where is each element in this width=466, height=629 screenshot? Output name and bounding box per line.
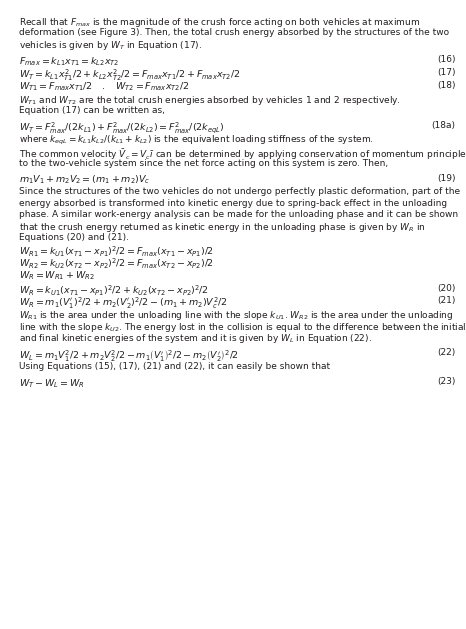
Text: (18): (18) <box>437 81 456 89</box>
Text: line with the slope $k_{U2}$. The energy lost in the collision is equal to the d: line with the slope $k_{U2}$. The energy… <box>19 321 466 334</box>
Text: phase. A similar work-energy analysis can be made for the unloading phase and it: phase. A similar work-energy analysis ca… <box>19 210 458 219</box>
Text: (23): (23) <box>438 377 456 386</box>
Text: $W_T = F_{max}^{2}/(2k_{L1}) + F_{max}^{2}/(2k_{L2}) = F_{max}^{2}/(2k_{eqL})$: $W_T = F_{max}^{2}/(2k_{L1}) + F_{max}^{… <box>19 121 224 135</box>
Text: The common velocity $\bar{V}_c = V_c\bar{\imath}$ can be determined by applying : The common velocity $\bar{V}_c = V_c\bar… <box>19 147 466 162</box>
Text: Since the structures of the two vehicles do not undergo perfectly plastic deform: Since the structures of the two vehicles… <box>19 187 460 196</box>
Text: Recall that $F_{max}$ is the magnitude of the crush force acting on both vehicle: Recall that $F_{max}$ is the magnitude o… <box>19 16 420 30</box>
Text: to the two-vehicle system since the net force acting on this system is zero. The: to the two-vehicle system since the net … <box>19 159 388 167</box>
Text: Equation (17) can be written as,: Equation (17) can be written as, <box>19 106 164 114</box>
Text: $W_R = W_{R1} + W_{R2}$: $W_R = W_{R1} + W_{R2}$ <box>19 269 94 282</box>
Text: $W_{T1} = F_{max}x_{T1}/2 \quad . \quad W_{T2} = F_{max}x_{T2}/2$: $W_{T1} = F_{max}x_{T1}/2 \quad . \quad … <box>19 81 189 93</box>
Text: $W_T - W_L = W_R$: $W_T - W_L = W_R$ <box>19 377 84 390</box>
Text: $W_R = m_1(V_1')^2/2 + m_2(V_2')^2/2 - (m_1 + m_2)V_c^2/2$: $W_R = m_1(V_1')^2/2 + m_2(V_2')^2/2 - (… <box>19 296 227 311</box>
Text: $W_{R2} = k_{U2}(x_{T2} - x_{P2})^2/2 = F_{max}(x_{T2} - x_{P2})/2$: $W_{R2} = k_{U2}(x_{T2} - x_{P2})^2/2 = … <box>19 257 213 271</box>
Text: (22): (22) <box>438 348 456 357</box>
Text: Equations (20) and (21).: Equations (20) and (21). <box>19 233 129 242</box>
Text: $m_1V_1 + m_2V_2 = (m_1 + m_2)V_c$: $m_1V_1 + m_2V_2 = (m_1 + m_2)V_c$ <box>19 174 150 186</box>
Text: (18a): (18a) <box>432 121 456 130</box>
Text: (21): (21) <box>438 296 456 305</box>
Text: $W_{T1}$ and $W_{T2}$ are the total crush energies absorbed by vehicles 1 and 2 : $W_{T1}$ and $W_{T2}$ are the total crus… <box>19 94 400 107</box>
Text: $W_{R1} = k_{U1}(x_{T1} - x_{P1})^2/2 = F_{max}(x_{T1} - x_{P1})/2$: $W_{R1} = k_{U1}(x_{T1} - x_{P1})^2/2 = … <box>19 245 213 259</box>
Text: Using Equations (15), (17), (21) and (22), it can easily be shown that: Using Equations (15), (17), (21) and (22… <box>19 362 330 371</box>
Text: $W_{R1}$ is the area under the unloading line with the slope $k_{U1}$. $W_{R2}$ : $W_{R1}$ is the area under the unloading… <box>19 309 453 323</box>
Text: (17): (17) <box>437 68 456 77</box>
Text: and final kinetic energies of the system and it is given by $W_L$ in Equation (2: and final kinetic energies of the system… <box>19 332 372 345</box>
Text: vehicles is given by $W_T$ in Equation (17).: vehicles is given by $W_T$ in Equation (… <box>19 39 202 52</box>
Text: (16): (16) <box>437 55 456 64</box>
Text: $W_L = m_1V_1^2/2 + m_2V_2^2/2 - m_1\left(V_1'\right)^{2}/2 - m_2\left(V_2'\righ: $W_L = m_1V_1^2/2 + m_2V_2^2/2 - m_1\lef… <box>19 348 239 364</box>
Text: (20): (20) <box>438 284 456 292</box>
Text: $W_T = k_{L1}x_{T1}^2/2 + k_{L2}x_{T2}^2/2 = F_{max}x_{T1}/2 + F_{max}x_{T2}/2$: $W_T = k_{L1}x_{T1}^2/2 + k_{L2}x_{T2}^2… <box>19 68 240 83</box>
Text: that the crush energy returned as kinetic energy in the unloading phase is given: that the crush energy returned as kineti… <box>19 221 425 235</box>
Text: where $k_{eqL} = k_{L1}k_{L2}/(k_{L1} + k_{L2})$ is the equivalent loading stiff: where $k_{eqL} = k_{L1}k_{L2}/(k_{L1} + … <box>19 134 373 147</box>
Text: $W_R = k_{U1}(x_{T1} - x_{P1})^2/2 + k_{U2}(x_{T2} - x_{P2})^2/2$: $W_R = k_{U1}(x_{T1} - x_{P1})^2/2 + k_{… <box>19 284 208 298</box>
Text: $F_{max} = k_{L1}x_{T1} = k_{L2}x_{T2}$: $F_{max} = k_{L1}x_{T1} = k_{L2}x_{T2}$ <box>19 55 119 68</box>
Text: deformation (see Figure 3). Then, the total crush energy absorbed by the structu: deformation (see Figure 3). Then, the to… <box>19 28 449 36</box>
Text: energy absorbed is transformed into kinetic energy due to spring-back effect in : energy absorbed is transformed into kine… <box>19 199 447 208</box>
Text: (19): (19) <box>437 174 456 182</box>
